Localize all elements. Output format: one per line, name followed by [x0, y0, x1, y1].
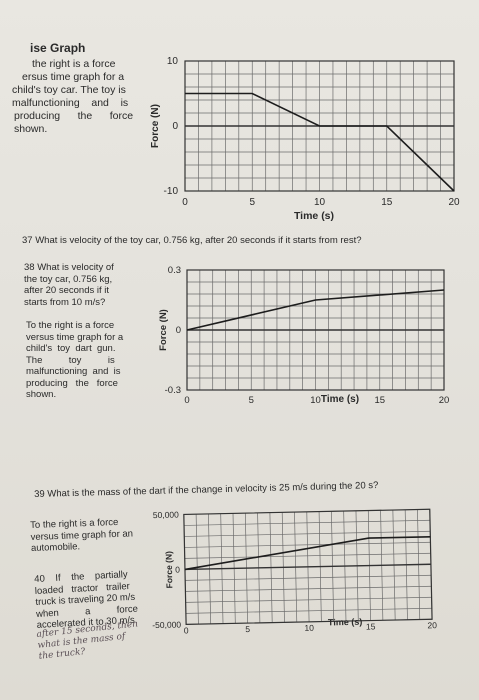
x-axis-label: Time (s) [294, 210, 334, 222]
plot-border [184, 60, 455, 192]
desc2-line: versus time graph for a [26, 331, 124, 343]
y-tick-label: 50,000 [153, 510, 179, 521]
x-tick-label: 0 [184, 395, 189, 406]
grid-line-horizontal [184, 519, 430, 526]
grid-line-horizontal [185, 574, 432, 581]
intro-line: shown. [14, 123, 48, 135]
x-tick-label: 15 [374, 395, 385, 406]
grid-line-horizontal [185, 607, 432, 614]
desc2-line: child's toy dart gun. [26, 343, 116, 354]
section-title: ise Graph [30, 41, 86, 55]
y-tick-label: 0 [175, 565, 180, 575]
x-axis-label: Time (s) [321, 394, 359, 405]
x-tick-label: 0 [182, 197, 188, 208]
y-tick-label: 10 [167, 56, 179, 67]
question-38: 38 What is velocity of the toy car, 0.75… [24, 262, 144, 308]
series-line [184, 535, 431, 571]
q38-line: 38 What is velocity of [24, 262, 114, 273]
x-tick-label: 20 [427, 620, 437, 630]
x-tick-label: 15 [381, 197, 393, 208]
desc2-line: shown. [26, 389, 57, 400]
zero-axis [184, 563, 431, 571]
intro-line: producing the force [14, 110, 134, 122]
x-tick-label: 10 [314, 197, 326, 208]
y-tick-label: -10 [164, 186, 179, 197]
grid-line-horizontal [184, 530, 431, 537]
desc2-line: malfunctioning and is [26, 366, 121, 377]
intro-line: the right is a force [32, 58, 116, 70]
question-40: 40 If the partially loaded tractor trail… [34, 568, 157, 632]
q38-line: after 20 seconds if it [24, 285, 110, 296]
y-tick-label: 0.3 [168, 265, 181, 276]
grid-line-horizontal [185, 596, 432, 603]
dart-gun-description: To the right is a force versus time grap… [26, 320, 146, 401]
y-tick-label: 0 [176, 325, 181, 336]
x-axis-label: Time (s) [328, 617, 363, 628]
desc2-line: To the right is a force [26, 320, 115, 331]
x-tick-label: 5 [249, 395, 254, 406]
q38-line: the toy car, 0.756 kg, [24, 273, 113, 285]
intro-line: child's toy car. The toy is [12, 84, 126, 96]
question-37: 37 What is velocity of the toy car, 0.75… [22, 235, 362, 246]
y-tick-label: -0.3 [165, 385, 181, 396]
x-tick-label: 15 [366, 621, 376, 631]
desc2-line: producing the force [26, 377, 118, 389]
intro-line: ersus time graph for a [22, 71, 125, 83]
grid-line-horizontal [185, 585, 432, 592]
x-tick-label: 20 [439, 395, 450, 406]
y-axis-label: Force (N) [164, 551, 175, 589]
grid-line-horizontal [184, 552, 431, 559]
intro-text: the right is a force ersus time graph fo… [12, 58, 150, 136]
x-tick-label: 10 [310, 395, 321, 406]
y-axis-label: Force (N) [158, 309, 169, 351]
x-tick-label: 5 [249, 197, 255, 208]
x-tick-label: 20 [448, 197, 460, 208]
x-tick-label: 0 [184, 625, 189, 635]
y-tick-label: 0 [172, 121, 178, 132]
intro-line: malfunctioning and is [12, 97, 129, 109]
series-line [185, 92, 455, 192]
grid-line-horizontal [184, 541, 431, 548]
x-tick-label: 10 [304, 623, 314, 633]
desc2-line: The toy is [26, 354, 115, 366]
x-tick-label: 5 [245, 624, 250, 634]
q38-line: starts from 10 m/s? [24, 296, 106, 308]
y-tick-label: -50,000 [152, 619, 181, 630]
y-axis-label: Force (N) [150, 104, 161, 148]
series-line [186, 289, 445, 331]
